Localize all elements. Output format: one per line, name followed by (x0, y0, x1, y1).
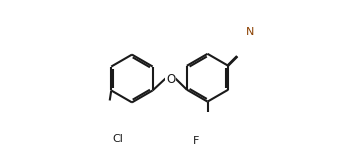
Text: Cl: Cl (113, 134, 124, 144)
Text: O: O (166, 73, 175, 86)
Text: N: N (246, 27, 254, 37)
Text: F: F (193, 136, 200, 146)
